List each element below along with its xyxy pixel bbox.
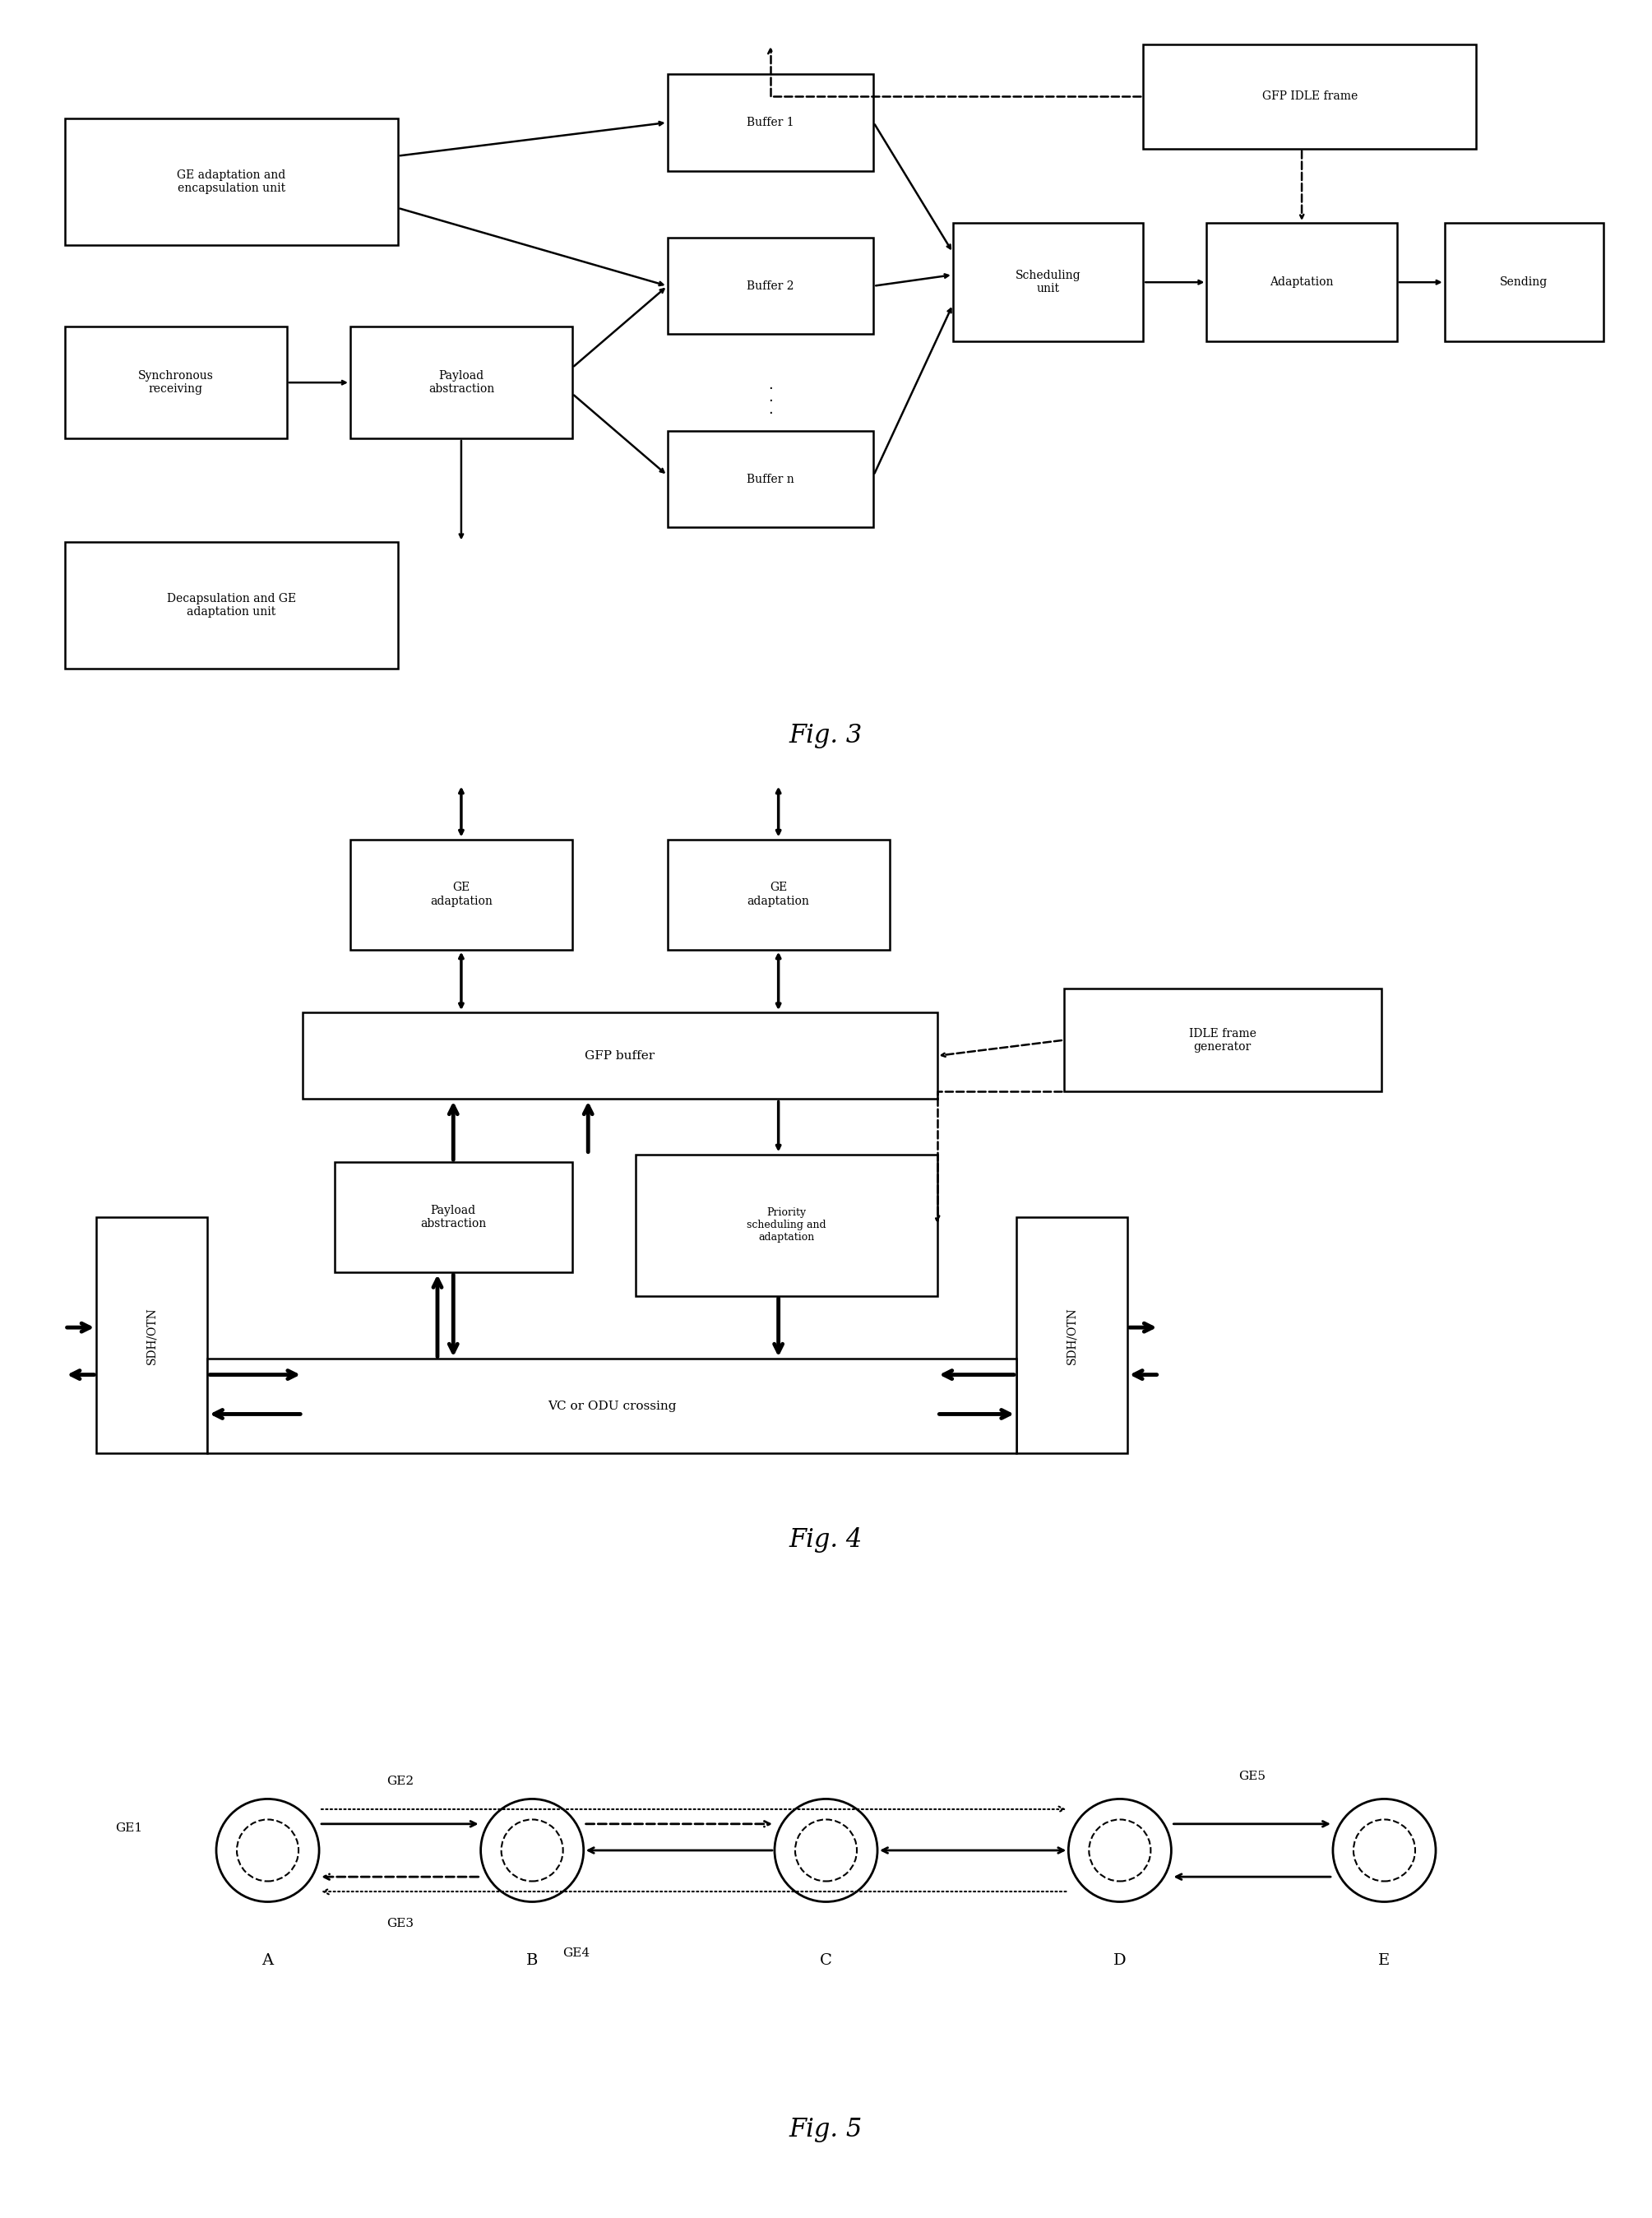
Text: GE
adaptation: GE adaptation xyxy=(430,883,492,907)
Text: GE adaptation and
encapsulation unit: GE adaptation and encapsulation unit xyxy=(177,169,286,195)
Text: GE
adaptation: GE adaptation xyxy=(747,883,809,907)
Bar xyxy=(667,73,874,171)
Bar xyxy=(208,1360,1016,1453)
Text: Decapsulation and GE
adaptation unit: Decapsulation and GE adaptation unit xyxy=(167,592,296,619)
Bar xyxy=(64,120,398,246)
Text: Sending: Sending xyxy=(1500,277,1548,288)
Text: Scheduling
unit: Scheduling unit xyxy=(1016,271,1080,295)
Text: GE1: GE1 xyxy=(116,1823,142,1834)
Text: Synchronous
receiving: Synchronous receiving xyxy=(139,370,213,395)
Text: Payload
abstraction: Payload abstraction xyxy=(420,1204,486,1229)
Text: IDLE frame
generator: IDLE frame generator xyxy=(1189,1027,1256,1054)
Bar xyxy=(302,1014,937,1100)
Text: Fig. 4: Fig. 4 xyxy=(790,1528,862,1553)
Bar xyxy=(1143,44,1477,149)
Bar xyxy=(1064,989,1381,1091)
Text: SDH/OTN: SDH/OTN xyxy=(147,1306,157,1364)
Bar xyxy=(1444,222,1602,342)
Bar xyxy=(1016,1218,1127,1453)
Text: GE5: GE5 xyxy=(1239,1770,1265,1783)
Bar xyxy=(64,541,398,668)
Text: SDH/OTN: SDH/OTN xyxy=(1066,1306,1077,1364)
Bar xyxy=(636,1153,937,1295)
Bar xyxy=(350,838,572,949)
Text: A: A xyxy=(263,1954,274,1967)
Text: Fig. 3: Fig. 3 xyxy=(790,723,862,747)
Text: GE4: GE4 xyxy=(563,1947,590,1958)
Bar xyxy=(64,326,287,439)
Bar xyxy=(953,222,1143,342)
Text: GE3: GE3 xyxy=(387,1919,413,1930)
Text: C: C xyxy=(819,1954,833,1967)
Text: E: E xyxy=(1378,1954,1389,1967)
Text: Payload
abstraction: Payload abstraction xyxy=(428,370,494,395)
Bar xyxy=(350,326,572,439)
Bar xyxy=(667,237,874,335)
Text: Buffer n: Buffer n xyxy=(747,472,795,486)
Text: B: B xyxy=(527,1954,539,1967)
Bar xyxy=(1206,222,1398,342)
Text: Buffer 2: Buffer 2 xyxy=(747,279,795,293)
Text: GFP buffer: GFP buffer xyxy=(585,1049,654,1062)
Text: GFP IDLE frame: GFP IDLE frame xyxy=(1262,91,1358,102)
Bar xyxy=(334,1162,572,1273)
Text: Buffer 1: Buffer 1 xyxy=(747,118,795,129)
Text: Fig. 5: Fig. 5 xyxy=(790,2116,862,2143)
Text: GE2: GE2 xyxy=(387,1774,413,1788)
Bar xyxy=(96,1218,208,1453)
Text: D: D xyxy=(1113,1954,1127,1967)
Bar xyxy=(667,838,889,949)
Text: Priority
scheduling and
adaptation: Priority scheduling and adaptation xyxy=(747,1207,826,1242)
Text: Adaptation: Adaptation xyxy=(1270,277,1333,288)
Text: VC or ODU crossing: VC or ODU crossing xyxy=(547,1400,676,1413)
Text: ·
·
·: · · · xyxy=(768,381,773,421)
Bar xyxy=(667,430,874,528)
